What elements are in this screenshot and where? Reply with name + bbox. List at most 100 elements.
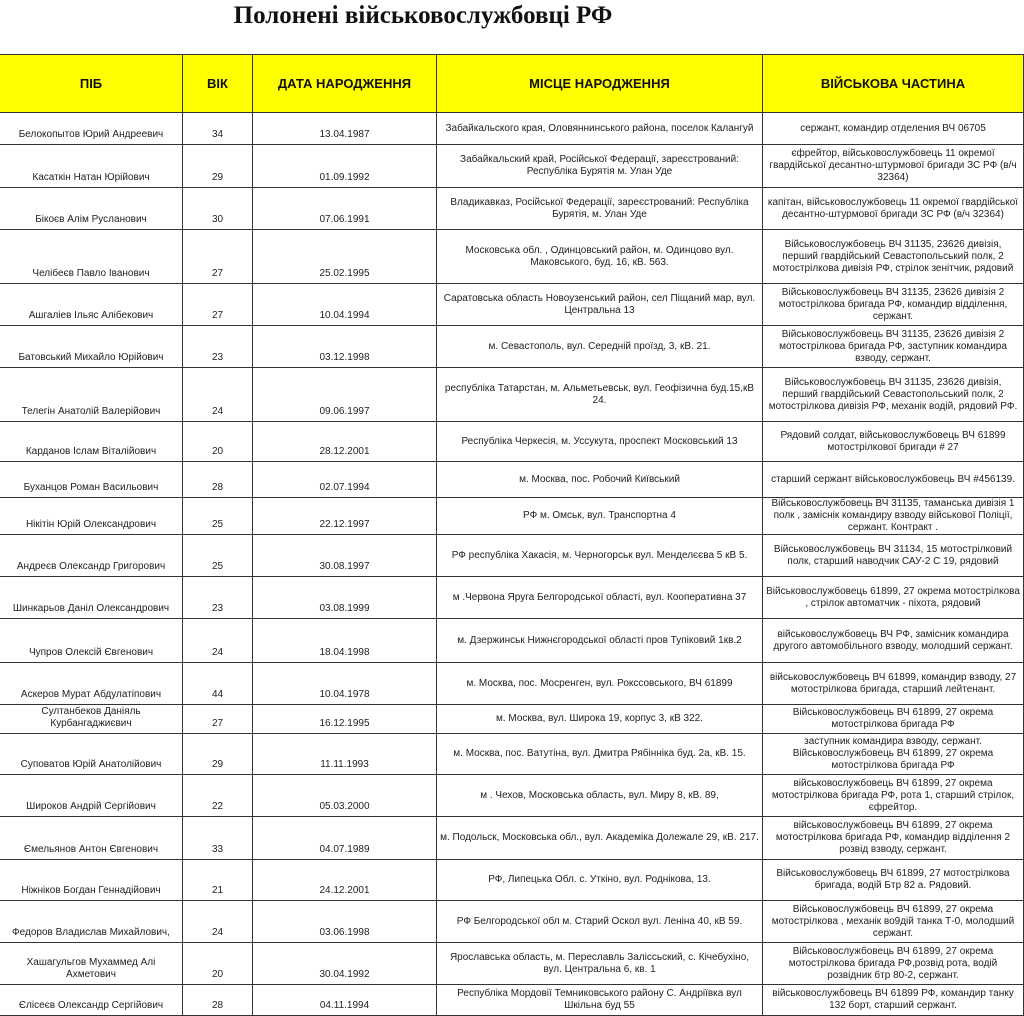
table-row: Хашагульгов Мухаммед Алі Ахметович 20 30.0… [0, 942, 1024, 985]
cell-military-unit: капітан, військовослужбовець 11 окремої … [762, 187, 1024, 230]
cell-military-unit: Військовослужбовець ВЧ 61899, 27 мотостр… [762, 859, 1024, 901]
cell-birth-date: 09.06.1997 [252, 367, 437, 422]
cell-age: 27 [182, 704, 253, 734]
cell-military-unit: старший сержант військовослужбовець ВЧ #… [762, 461, 1024, 498]
cell-age: 34 [182, 112, 253, 145]
table-row: Шинкарьов Даніл Олександрович 23 03.08.199… [0, 576, 1024, 619]
cell-military-unit: військовослужбовець ВЧ РФ, замісник кома… [762, 618, 1024, 663]
cell-birth-date: 10.04.1994 [252, 283, 437, 326]
header-birth-place: МІСЦЕ НАРОДЖЕННЯ [436, 54, 763, 113]
cell-name: Султанбеков Даніяль Курбангаджиєвич [0, 704, 183, 734]
table-row: Аскеров Мурат Абдулатіпович 44 10.04.1978 м… [0, 662, 1024, 705]
cell-age: 28 [182, 461, 253, 498]
cell-birth-place: Московська обл. , Одинцовський район, м.… [436, 229, 763, 284]
cell-birth-place: Республіка Мордовії Темниковського район… [436, 984, 763, 1016]
cell-birth-place: Ярославська область, м. Переславль Заліс… [436, 942, 763, 985]
cell-birth-place: м. Дзержинськ Нижнєгородської області пр… [436, 618, 763, 663]
cell-birth-place: республіка Татарстан, м. Альметьевськ, в… [436, 367, 763, 422]
header-birth-date: ДАТА НАРОДЖЕННЯ [252, 54, 437, 113]
cell-military-unit: Військовослужбовець ВЧ 31135, 23626 диві… [762, 229, 1024, 284]
prisoners-table: ПІБ ВІК ДАТА НАРОДЖЕННЯ МІСЦЕ НАРОДЖЕННЯ… [0, 54, 1024, 1016]
cell-name: Ашгаліев Ільяс Алібекович [0, 283, 183, 326]
cell-military-unit: військовослужбовець ВЧ 61899, 27 окрема … [762, 774, 1024, 817]
cell-name: Суповатов Юрій Анатолійович [0, 733, 183, 775]
cell-birth-date: 04.07.1989 [252, 816, 437, 860]
cell-military-unit: заступник командира взводу, сержант. Вій… [762, 733, 1024, 775]
cell-birth-date: 04.11.1994 [252, 984, 437, 1016]
cell-military-unit: Військовослужбовець ВЧ 61899, 27 окрема … [762, 942, 1024, 985]
cell-birth-date: 13.04.1987 [252, 112, 437, 145]
cell-birth-date: 01.09.1992 [252, 144, 437, 188]
table-row: Суповатов Юрій Анатолійович 29 11.11.1993 м… [0, 733, 1024, 775]
cell-name: Нікітін Юрій Олександрович [0, 497, 183, 535]
cell-birth-place: Забайкальский край, Російської Федерації… [436, 144, 763, 188]
cell-age: 29 [182, 733, 253, 775]
cell-military-unit: Військовослужбовець ВЧ 31135, 23626 диві… [762, 367, 1024, 422]
page-title: Полонені військовослужбовці РФ [233, 2, 613, 29]
cell-birth-date: 11.11.1993 [252, 733, 437, 775]
cell-age: 24 [182, 618, 253, 663]
cell-name: Федоров Владислав Михайлович, [0, 900, 183, 943]
cell-birth-date: 07.06.1991 [252, 187, 437, 230]
header-military-unit: ВІЙСЬКОВА ЧАСТИНА [762, 54, 1024, 113]
table-row: Нікітін Юрій Олександрович 25 22.12.1997 РФ… [0, 497, 1024, 535]
cell-name: Андреєв Олександр Григорович [0, 534, 183, 577]
cell-name: Буханцов Роман Васильович [0, 461, 183, 498]
cell-birth-place: РФ Белгородської обл м. Старий Оскол вул… [436, 900, 763, 943]
header-name: ПІБ [0, 54, 183, 113]
cell-birth-place: м. Москва, вул. Широка 19, корпус 3, кВ … [436, 704, 763, 734]
table-row: Телегін Анатолій Валерійович 24 09.06.1997… [0, 367, 1024, 422]
table-row: Бікоєв Алім Русланович 30 07.06.1991 Владик… [0, 187, 1024, 230]
cell-birth-date: 30.08.1997 [252, 534, 437, 577]
cell-age: 25 [182, 534, 253, 577]
cell-birth-place: РФ м. Омськ, вул. Транспортна 4 [436, 497, 763, 535]
cell-birth-date: 16.12.1995 [252, 704, 437, 734]
cell-birth-place: РФ, Липецька Обл. с. Уткіно, вул. Роднік… [436, 859, 763, 901]
cell-age: 24 [182, 900, 253, 943]
cell-name: Хашагульгов Мухаммед Алі Ахметович [0, 942, 183, 985]
cell-birth-place: Забайкальского края, Оловяннинського рай… [436, 112, 763, 145]
cell-birth-date: 03.06.1998 [252, 900, 437, 943]
cell-name: Бікоєв Алім Русланович [0, 187, 183, 230]
cell-military-unit: Військовослужбовець ВЧ 31134, 15 мотостр… [762, 534, 1024, 577]
cell-name: Телегін Анатолій Валерійович [0, 367, 183, 422]
cell-birth-date: 05.03.2000 [252, 774, 437, 817]
cell-age: 27 [182, 229, 253, 284]
cell-birth-date: 28.12.2001 [252, 421, 437, 462]
cell-name: Карданов Іслам Віталійович [0, 421, 183, 462]
cell-military-unit: військовослужбовець ВЧ 61899, командир в… [762, 662, 1024, 705]
cell-birth-place: м. Севастополь, вул. Середній проїзд, 3,… [436, 325, 763, 368]
table-body: Белокопытов Юрий Андреевич 34 13.04.1987 За… [0, 112, 1024, 1016]
table-row: Чупров Олексій Євгенович 24 18.04.1998 м. Д… [0, 618, 1024, 663]
cell-birth-place: м. Москва, пос. Ватутіна, вул. Дмитра Ря… [436, 733, 763, 775]
cell-military-unit: Військовослужбовець 61899, 27 окрема мот… [762, 576, 1024, 619]
cell-military-unit: Рядовий солдат, військовослужбовець ВЧ 6… [762, 421, 1024, 462]
cell-name: Чупров Олексій Євгенович [0, 618, 183, 663]
table-header-row: ПІБ ВІК ДАТА НАРОДЖЕННЯ МІСЦЕ НАРОДЖЕННЯ… [0, 54, 1024, 113]
cell-age: 23 [182, 576, 253, 619]
cell-birth-date: 22.12.1997 [252, 497, 437, 535]
cell-military-unit: Військовослужбовець ВЧ 31135, таманська … [762, 497, 1024, 535]
cell-birth-date: 30.04.1992 [252, 942, 437, 985]
cell-birth-place: м. Москва, пос. Мосренген, вул. Рокссовс… [436, 662, 763, 705]
cell-military-unit: військовослужбовець ВЧ 61899, 27 окрема … [762, 816, 1024, 860]
cell-birth-date: 25.02.1995 [252, 229, 437, 284]
cell-birth-place: м .Червона Яруга Белгородської області, … [436, 576, 763, 619]
cell-age: 29 [182, 144, 253, 188]
cell-name: Широков Андрій Сергійович [0, 774, 183, 817]
table-row: Челібеєв Павло Іванович 27 25.02.1995 Моско… [0, 229, 1024, 284]
cell-age: 21 [182, 859, 253, 901]
table-row: Касаткін Натан Юрійович 29 01.09.1992 Забай… [0, 144, 1024, 188]
cell-birth-date: 03.08.1999 [252, 576, 437, 619]
cell-birth-place: м. Москва, пос. Робочий Київський [436, 461, 763, 498]
cell-age: 24 [182, 367, 253, 422]
cell-age: 27 [182, 283, 253, 326]
cell-age: 20 [182, 942, 253, 985]
cell-birth-place: м. Подольск, Московська обл., вул. Акаде… [436, 816, 763, 860]
cell-birth-date: 03.12.1998 [252, 325, 437, 368]
cell-military-unit: військовослужбовець ВЧ 61899 РФ, команди… [762, 984, 1024, 1016]
cell-birth-date: 24.12.2001 [252, 859, 437, 901]
cell-birth-date: 18.04.1998 [252, 618, 437, 663]
cell-age: 20 [182, 421, 253, 462]
cell-name: Челібеєв Павло Іванович [0, 229, 183, 284]
